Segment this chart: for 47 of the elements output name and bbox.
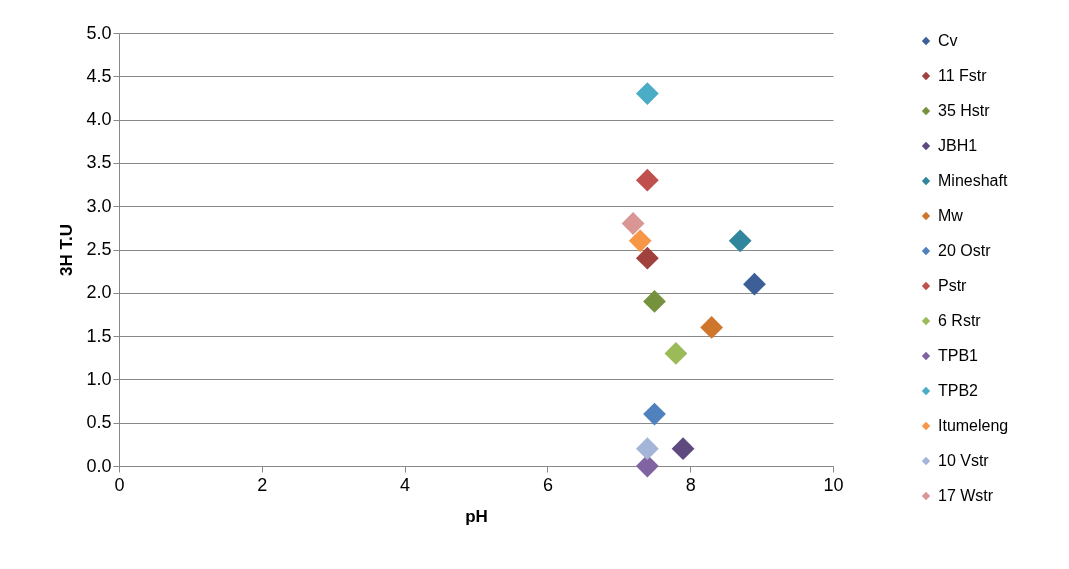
point [635, 437, 659, 461]
legend-label: 11 Fstr [938, 67, 988, 84]
y-tick-label: 1.5 [86, 325, 112, 346]
y-tick-label: 3.5 [86, 152, 112, 173]
x-tick-label: 4 [400, 474, 411, 495]
legend-label: TPB2 [938, 382, 979, 399]
point [635, 454, 659, 478]
x-tick-label: 10 [823, 474, 844, 495]
legend-label: 17 Wstr [938, 487, 994, 504]
y-tick-label: 3.0 [86, 195, 112, 216]
legend-label: 20 Ostr [938, 242, 992, 259]
y-tick-label: 0.5 [86, 412, 112, 433]
x-tick-label: 2 [257, 474, 268, 495]
point [671, 437, 695, 461]
point [635, 246, 659, 270]
point [635, 168, 659, 192]
x-tick-label: 0 [114, 474, 125, 495]
x-tick-label: 8 [685, 474, 696, 495]
legend-label: Cv [938, 32, 958, 49]
point [635, 82, 659, 106]
y-tick-label: 5.0 [86, 22, 112, 43]
x-tick-label: 6 [542, 474, 553, 495]
legend-label: Mineshaft [938, 172, 1008, 189]
point [700, 316, 724, 339]
y-tick-label: 1.0 [86, 368, 112, 389]
y-tick-label: 2.5 [86, 239, 112, 259]
point [628, 229, 652, 253]
legend-label: 6 Rstr [938, 312, 982, 329]
point [743, 272, 766, 296]
legend-label: TPB1 [938, 347, 979, 364]
point [664, 342, 688, 365]
legend-label: JBH1 [938, 137, 978, 154]
legend-label: 35 Hstr [938, 102, 991, 119]
y-tick-label: 2.0 [86, 282, 112, 303]
y-tick-label: 4.0 [86, 109, 112, 130]
y-tick-label: 0.0 [86, 455, 112, 476]
y-tick-label: 4.5 [86, 65, 112, 86]
legend-label: Itumeleng [938, 417, 1009, 434]
x-axis-title: pH [465, 506, 488, 526]
legend-label: Mw [938, 207, 964, 224]
legend-label: 10 Vstr [938, 452, 990, 469]
point [643, 290, 666, 313]
point [643, 402, 666, 426]
legend-label: Pstr [938, 277, 968, 294]
y-axis-title: 3H T.U [57, 224, 77, 276]
point [728, 229, 752, 253]
point [621, 212, 645, 235]
